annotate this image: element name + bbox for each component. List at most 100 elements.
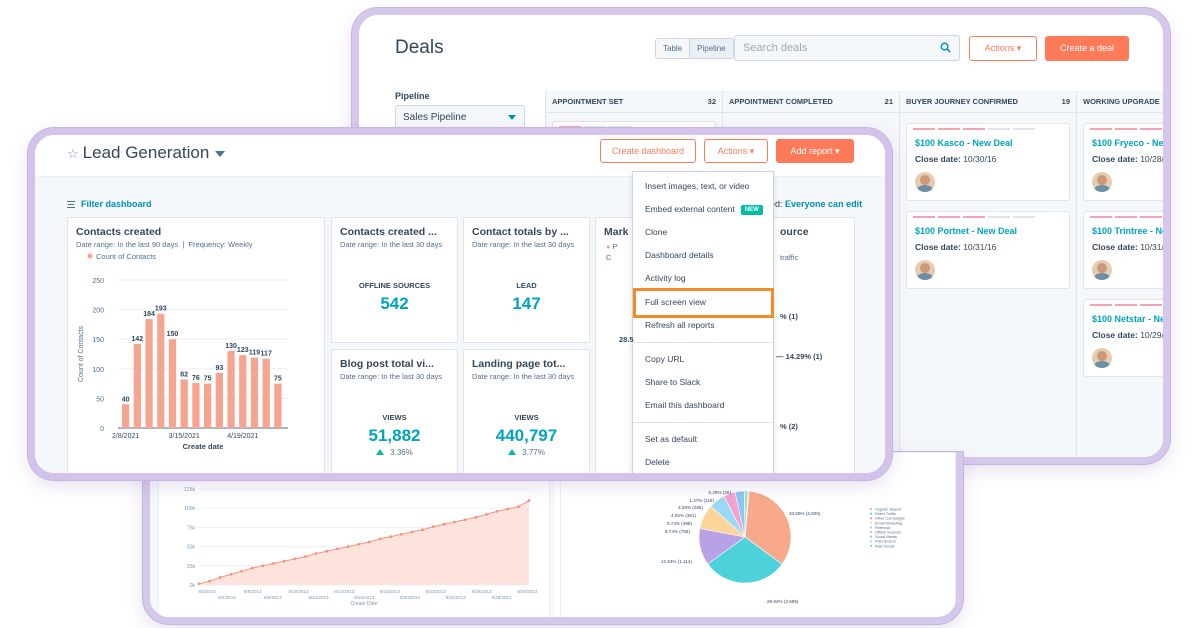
data-point <box>495 509 499 513</box>
deal-name[interactable]: $100 Netstar - New Deal <box>1092 314 1166 324</box>
y-tick-label: 50 <box>96 396 104 403</box>
search-input[interactable]: Search deals <box>734 35 960 61</box>
card-title[interactable]: Contacts created <box>76 226 162 238</box>
menu-item-share-slack[interactable]: Share to Slack <box>645 377 701 387</box>
data-point <box>197 582 201 586</box>
legend-swatch <box>869 517 873 520</box>
avatar[interactable] <box>915 260 935 280</box>
board-column: WORKING UPGRADE $100 Fryeco - New Deal C… <box>1076 91 1170 457</box>
x-tick-label: 8/8/2013 <box>264 595 282 600</box>
create-deal-button[interactable]: Create a deal <box>1045 36 1129 61</box>
data-point <box>485 512 488 516</box>
dashboard-title[interactable]: ☆ Lead Generation <box>67 143 226 163</box>
deal-card[interactable]: $100 Fryeco - New Deal Close date: 10/28… <box>1083 123 1170 201</box>
report-card-blog-views[interactable]: Blog post total vi... Date range: In the… <box>331 349 458 473</box>
deal-card[interactable]: $100 Netstar - New Deal Close date: 10/2… <box>1083 299 1166 377</box>
card-subtitle: Date range: In the last 30 days <box>340 240 443 249</box>
kpi-label: LEAD <box>516 281 537 290</box>
menu-item-email-dashboard[interactable]: Email this dashboard <box>645 400 725 410</box>
y-tick-label: 125k <box>184 487 195 493</box>
arrow-up-icon <box>376 449 385 455</box>
menu-item-embed-external[interactable]: Embed external content NEW <box>633 198 773 221</box>
add-report-button[interactable]: Add report ▾ <box>776 139 854 163</box>
menu-item-delete[interactable]: Delete <box>645 457 670 467</box>
x-tick-label: 8/20/2013 <box>400 595 421 600</box>
access-setting: ed: Everyone can edit <box>770 199 862 209</box>
report-card-offline-sources[interactable]: Contacts created ... Date range: In the … <box>331 217 458 343</box>
y-tick-label: 0k <box>190 583 196 589</box>
avatar[interactable] <box>1092 348 1112 368</box>
card-subtitle: Date range: In the last 90 days | Freque… <box>76 240 253 249</box>
card-title[interactable]: Mark <box>604 226 629 238</box>
bar-value-label: 75 <box>274 376 282 383</box>
deals-actions-button[interactable]: Actions ▾ <box>969 36 1037 61</box>
deal-card[interactable]: $100 Kasco - New Deal Close date: 10/30/… <box>906 123 1070 201</box>
menu-item-full-screen[interactable]: Full screen view <box>645 297 706 307</box>
deals-header: Deals Table Pipeline Search deals Action… <box>359 15 1163 77</box>
legend-label: Social Media <box>875 535 898 539</box>
pie-slice <box>744 490 750 538</box>
pie-slice <box>707 536 783 584</box>
bar-value-label: 130 <box>225 343 237 350</box>
column-title: APPOINTMENT SET <box>552 97 624 106</box>
menu-item-clone[interactable]: Clone <box>645 227 668 237</box>
slice-label: 1.37% (119) <box>689 498 714 503</box>
pipeline-value: Sales Pipeline <box>403 112 467 123</box>
menu-item-insert-media[interactable]: Insert images, text, or video <box>645 181 750 191</box>
view-toggle: Table Pipeline <box>655 38 734 59</box>
data-point <box>304 555 307 558</box>
x-tick-label: 8/26/2013 <box>472 589 493 594</box>
data-point <box>367 540 371 544</box>
card-title[interactable]: Contact totals by ... <box>472 226 569 238</box>
table-view-button[interactable]: Table <box>656 39 690 58</box>
close-date: Close date: 10/31/16 <box>1092 242 1170 252</box>
create-dashboard-button[interactable]: Create dashboard <box>600 139 696 163</box>
chevron-down-icon[interactable] <box>215 150 226 157</box>
chevron-down-icon <box>508 115 516 120</box>
x-tick-label: 8/10/2013 <box>289 589 310 594</box>
card-title[interactable]: ource <box>780 226 809 238</box>
bar <box>168 339 177 428</box>
kpi-label: OFFLINE SOURCES <box>358 281 431 290</box>
area-fill <box>199 500 529 585</box>
deal-card[interactable]: $100 Portnet - New Deal Close date: 10/3… <box>906 211 1070 289</box>
deal-name[interactable]: $100 Trintree - New Deal <box>1092 226 1168 236</box>
column-count: 19 <box>1061 97 1070 106</box>
report-card-contact-totals[interactable]: Contact totals by ... Date range: In the… <box>463 217 590 343</box>
bar <box>192 383 200 428</box>
filter-dashboard-button[interactable]: Filter dashboard <box>67 199 152 209</box>
bar <box>122 404 130 428</box>
pipeline-select[interactable]: Sales Pipeline <box>395 105 525 129</box>
deal-card[interactable]: $100 Trintree - New Deal Close date: 10/… <box>1083 211 1170 289</box>
menu-item-activity-log[interactable]: Activity log <box>645 273 686 283</box>
star-icon[interactable]: ☆ <box>67 146 79 161</box>
data-point <box>346 545 350 548</box>
avatar[interactable] <box>915 172 935 192</box>
report-card-landing-views[interactable]: Landing page tot... Date range: In the l… <box>463 349 590 473</box>
deal-name[interactable]: $100 Portnet - New Deal <box>915 226 1018 236</box>
menu-item-copy-url[interactable]: Copy URL <box>645 354 685 364</box>
bar <box>227 351 235 428</box>
card-title[interactable]: Contacts created ... <box>340 226 437 238</box>
avatar[interactable] <box>1092 172 1112 192</box>
card-legend-item: ● P <box>606 242 618 251</box>
menu-item-set-default[interactable]: Set as default <box>645 434 697 444</box>
dashboard-actions-label: Actions <box>717 146 748 156</box>
legend-label: Email Marketing <box>875 521 902 525</box>
slice-label: 4.05% (351) <box>671 513 696 518</box>
bar-value-label: 193 <box>155 306 167 313</box>
menu-item-refresh-reports[interactable]: Refresh all reports <box>645 320 715 330</box>
deal-name[interactable]: $100 Kasco - New Deal <box>915 138 1013 148</box>
deal-name[interactable]: $100 Fryeco - New Deal <box>1092 138 1170 148</box>
card-title[interactable]: Blog post total vi... <box>340 358 434 370</box>
avatar[interactable] <box>1092 260 1112 280</box>
card-title[interactable]: Landing page tot... <box>472 358 566 370</box>
card-subtitle: Date range: In the last 30 days <box>472 240 575 249</box>
report-card-contacts-created[interactable]: Contacts created Date range: In the last… <box>67 217 325 473</box>
menu-item-dashboard-details[interactable]: Dashboard details <box>645 250 714 260</box>
legend-label: Count of Contacts <box>96 252 156 261</box>
access-link[interactable]: Everyone can edit <box>785 199 863 209</box>
pipeline-view-button[interactable]: Pipeline <box>689 39 733 58</box>
dashboard-actions-button[interactable]: Actions ▾ <box>704 139 768 163</box>
menu-divider <box>633 342 773 343</box>
